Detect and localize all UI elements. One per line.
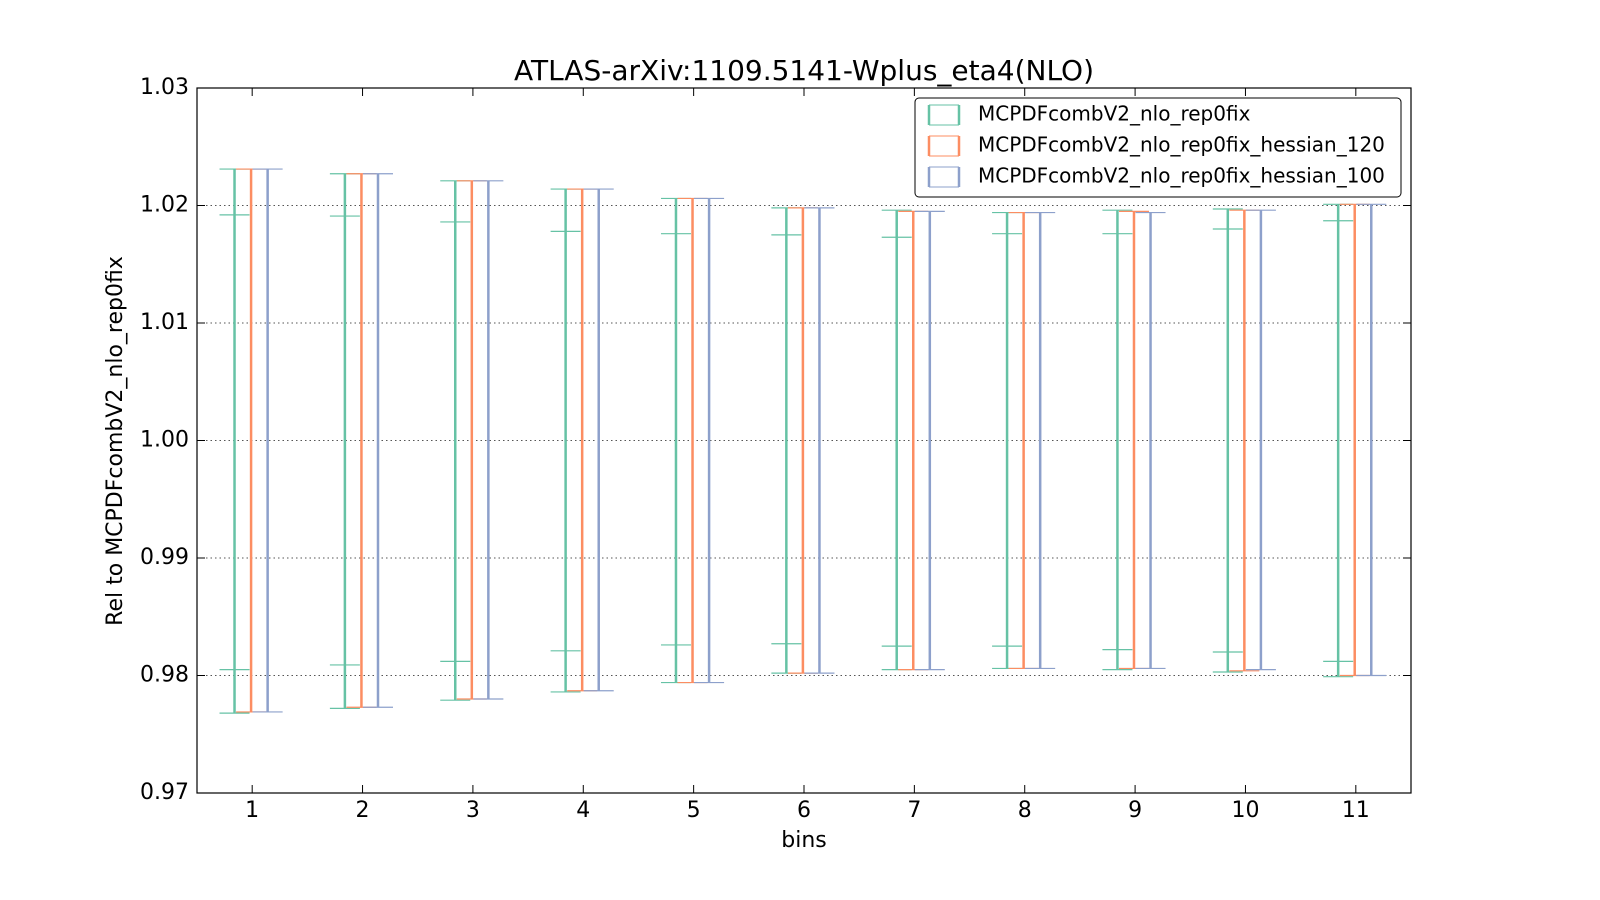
x-tick-label: 2 <box>356 798 370 823</box>
x-tick-label: 1 <box>245 798 259 823</box>
y-tick-label: 0.98 <box>140 663 189 688</box>
x-axis-label: bins <box>781 828 826 853</box>
x-tick-label: 11 <box>1342 798 1370 823</box>
chart-title: ATLAS-arXiv:1109.5141-Wplus_eta4(NLO) <box>514 54 1094 87</box>
y-tick-label: 0.99 <box>140 545 189 570</box>
legend-label: MCPDFcombV2_nlo_rep0fix_hessian_120 <box>978 133 1385 157</box>
y-tick-label: 1.00 <box>140 428 189 453</box>
legend: MCPDFcombV2_nlo_rep0fix MCPDFcombV2_nlo_r… <box>914 97 1402 198</box>
legend-label: MCPDFcombV2_nlo_rep0fix <box>978 102 1251 126</box>
x-tick-label: 8 <box>1018 798 1032 823</box>
y-tick-label: 1.03 <box>140 75 189 100</box>
x-tick-label: 6 <box>797 798 811 823</box>
y-tick-label: 1.02 <box>140 193 189 218</box>
plot-frame <box>196 87 1412 794</box>
x-tick-label: 9 <box>1128 798 1142 823</box>
y-tick-label: 1.01 <box>140 310 189 335</box>
legend-frame <box>914 97 1402 198</box>
y-axis-label: Rel to MCPDFcombV2_nlo_rep0fix <box>103 256 128 626</box>
x-tick-label: 10 <box>1231 798 1259 823</box>
x-tick-label: 3 <box>466 798 480 823</box>
legend-label: MCPDFcombV2_nlo_rep0fix_hessian_100 <box>978 164 1385 188</box>
y-tick-label: 0.97 <box>140 780 189 805</box>
x-tick-label: 5 <box>687 798 701 823</box>
x-tick-label: 4 <box>576 798 590 823</box>
x-tick-label: 7 <box>907 798 921 823</box>
